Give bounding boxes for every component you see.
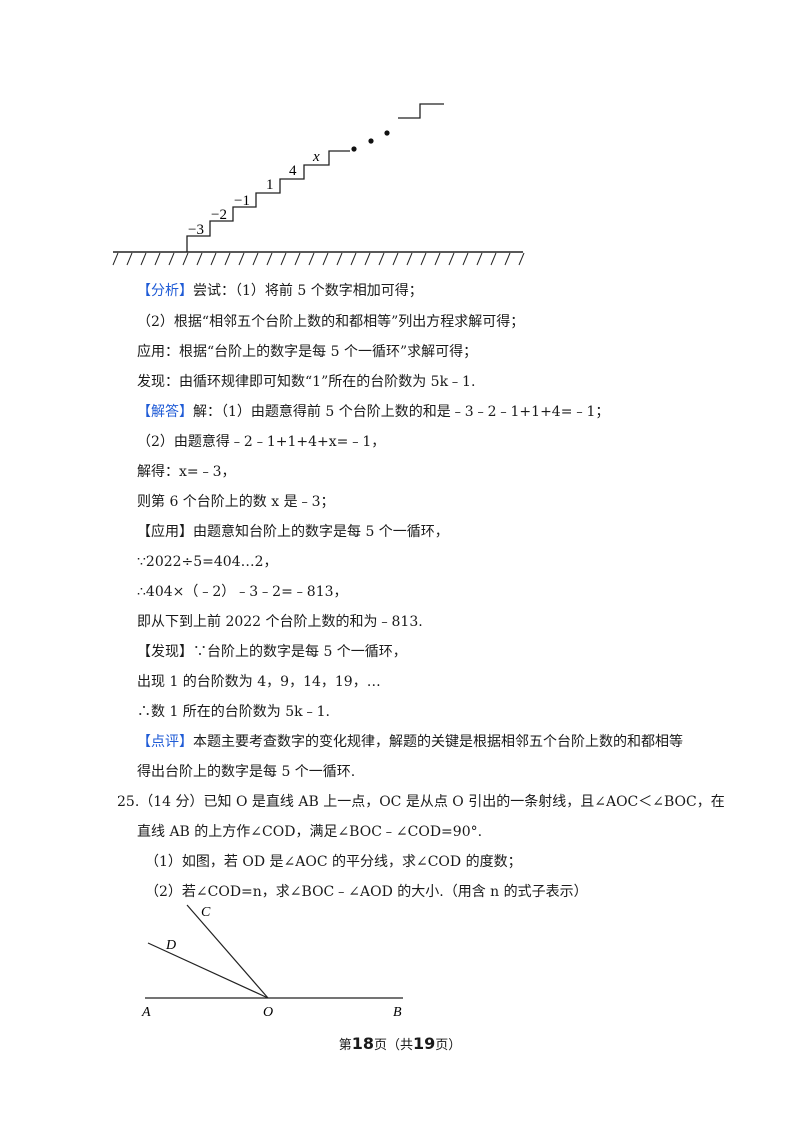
page-total: 19 bbox=[413, 1034, 436, 1053]
label-b: B bbox=[393, 1005, 402, 1020]
question-25-part-2: （2）若∠COD=n，求∠BOC﹣∠AOD 的大小.（用含 n 的式子表示） bbox=[145, 884, 588, 900]
comment-tag: 【点评】 bbox=[137, 734, 193, 750]
answer-line-11: ∴数 1 所在的台阶数为 5k﹣1. bbox=[137, 704, 331, 720]
analysis-line-2: （2）根据“相邻五个台阶上数的和都相等”列出方程求解可得； bbox=[137, 314, 525, 330]
answer-line-9: 【发现】∵台阶上的数字是每 5 个一循环， bbox=[137, 644, 407, 660]
stair-label-6: x bbox=[312, 149, 320, 165]
answer-tag: 【解答】 bbox=[137, 404, 193, 420]
analysis-line-4: 发现：由循环规律即可知数“1”所在的台阶数为 5k﹣1. bbox=[137, 374, 476, 390]
stair-label-2: −2 bbox=[211, 207, 227, 223]
stair-label-4: 1 bbox=[266, 177, 274, 193]
question-25-line-2: 直线 AB 的上方作∠COD，满足∠BOC﹣∠COD=90°. bbox=[137, 824, 483, 840]
comment-line-2: 得出台阶上的数字是每 5 个一循环. bbox=[137, 764, 356, 780]
stair-label-3: −1 bbox=[234, 193, 250, 209]
analysis-line-1: 【分析】尝试：（1）将前 5 个数字相加可得； bbox=[137, 283, 423, 299]
answer-line-8: 即从下到上前 2022 个台阶上数的和为﹣813. bbox=[137, 614, 423, 630]
answer-line-2: （2）由题意得﹣2﹣1+1+4+x=﹣1， bbox=[137, 434, 386, 450]
answer-line-3: 解得：x=﹣3， bbox=[137, 464, 236, 480]
ray-od bbox=[147, 942, 269, 999]
answer-line-7: ∴404×（﹣2）﹣3﹣2=﹣813， bbox=[137, 584, 348, 600]
stair-label-1: −3 bbox=[188, 222, 204, 238]
answer-line-5: 【应用】由题意知台阶上的数字是每 5 个一循环， bbox=[137, 524, 449, 540]
page-footer: 第18页（共19页） bbox=[338, 1034, 462, 1053]
answer-line-4: 则第 6 个台阶上的数 x 是﹣3； bbox=[137, 494, 335, 510]
answer-line-6: ∵2022÷5=404…2， bbox=[137, 554, 278, 570]
label-a: A bbox=[141, 1005, 151, 1020]
page-number: 18 bbox=[351, 1034, 374, 1053]
label-o: O bbox=[263, 1005, 273, 1020]
question-25-part-1: （1）如图，若 OD 是∠AOC 的平分线，求∠COD 的度数； bbox=[145, 854, 522, 870]
ray-oc bbox=[186, 904, 269, 999]
label-c: C bbox=[201, 905, 211, 920]
comment-line-1: 【点评】本题主要考查数字的变化规律，解题的关键是根据相邻五个台阶上数的和都相等 bbox=[137, 734, 683, 750]
answer-line-1: 【解答】解：（1）由题意得前 5 个台阶上数的和是﹣3﹣2﹣1+1+4=﹣1； bbox=[137, 404, 610, 420]
answer-line-10: 出现 1 的台阶数为 4，9，14，19，… bbox=[137, 674, 381, 690]
angle-figure: C D A O B bbox=[141, 904, 403, 1020]
stair-label-5: 4 bbox=[289, 163, 297, 179]
ellipsis-dot bbox=[384, 130, 390, 136]
ellipsis-dot bbox=[351, 146, 357, 152]
ellipsis-dot bbox=[368, 138, 374, 144]
label-d: D bbox=[165, 938, 176, 953]
analysis-tag: 【分析】 bbox=[137, 283, 193, 299]
staircase-figure: −3 −2 −1 1 4 x bbox=[112, 103, 525, 266]
analysis-line-3: 应用：根据“台阶上的数字是每 5 个一循环”求解可得； bbox=[137, 344, 478, 360]
question-25-line-1: 25.（14 分）已知 O 是直线 AB 上一点，OC 是从点 O 引出的一条射… bbox=[117, 794, 725, 810]
